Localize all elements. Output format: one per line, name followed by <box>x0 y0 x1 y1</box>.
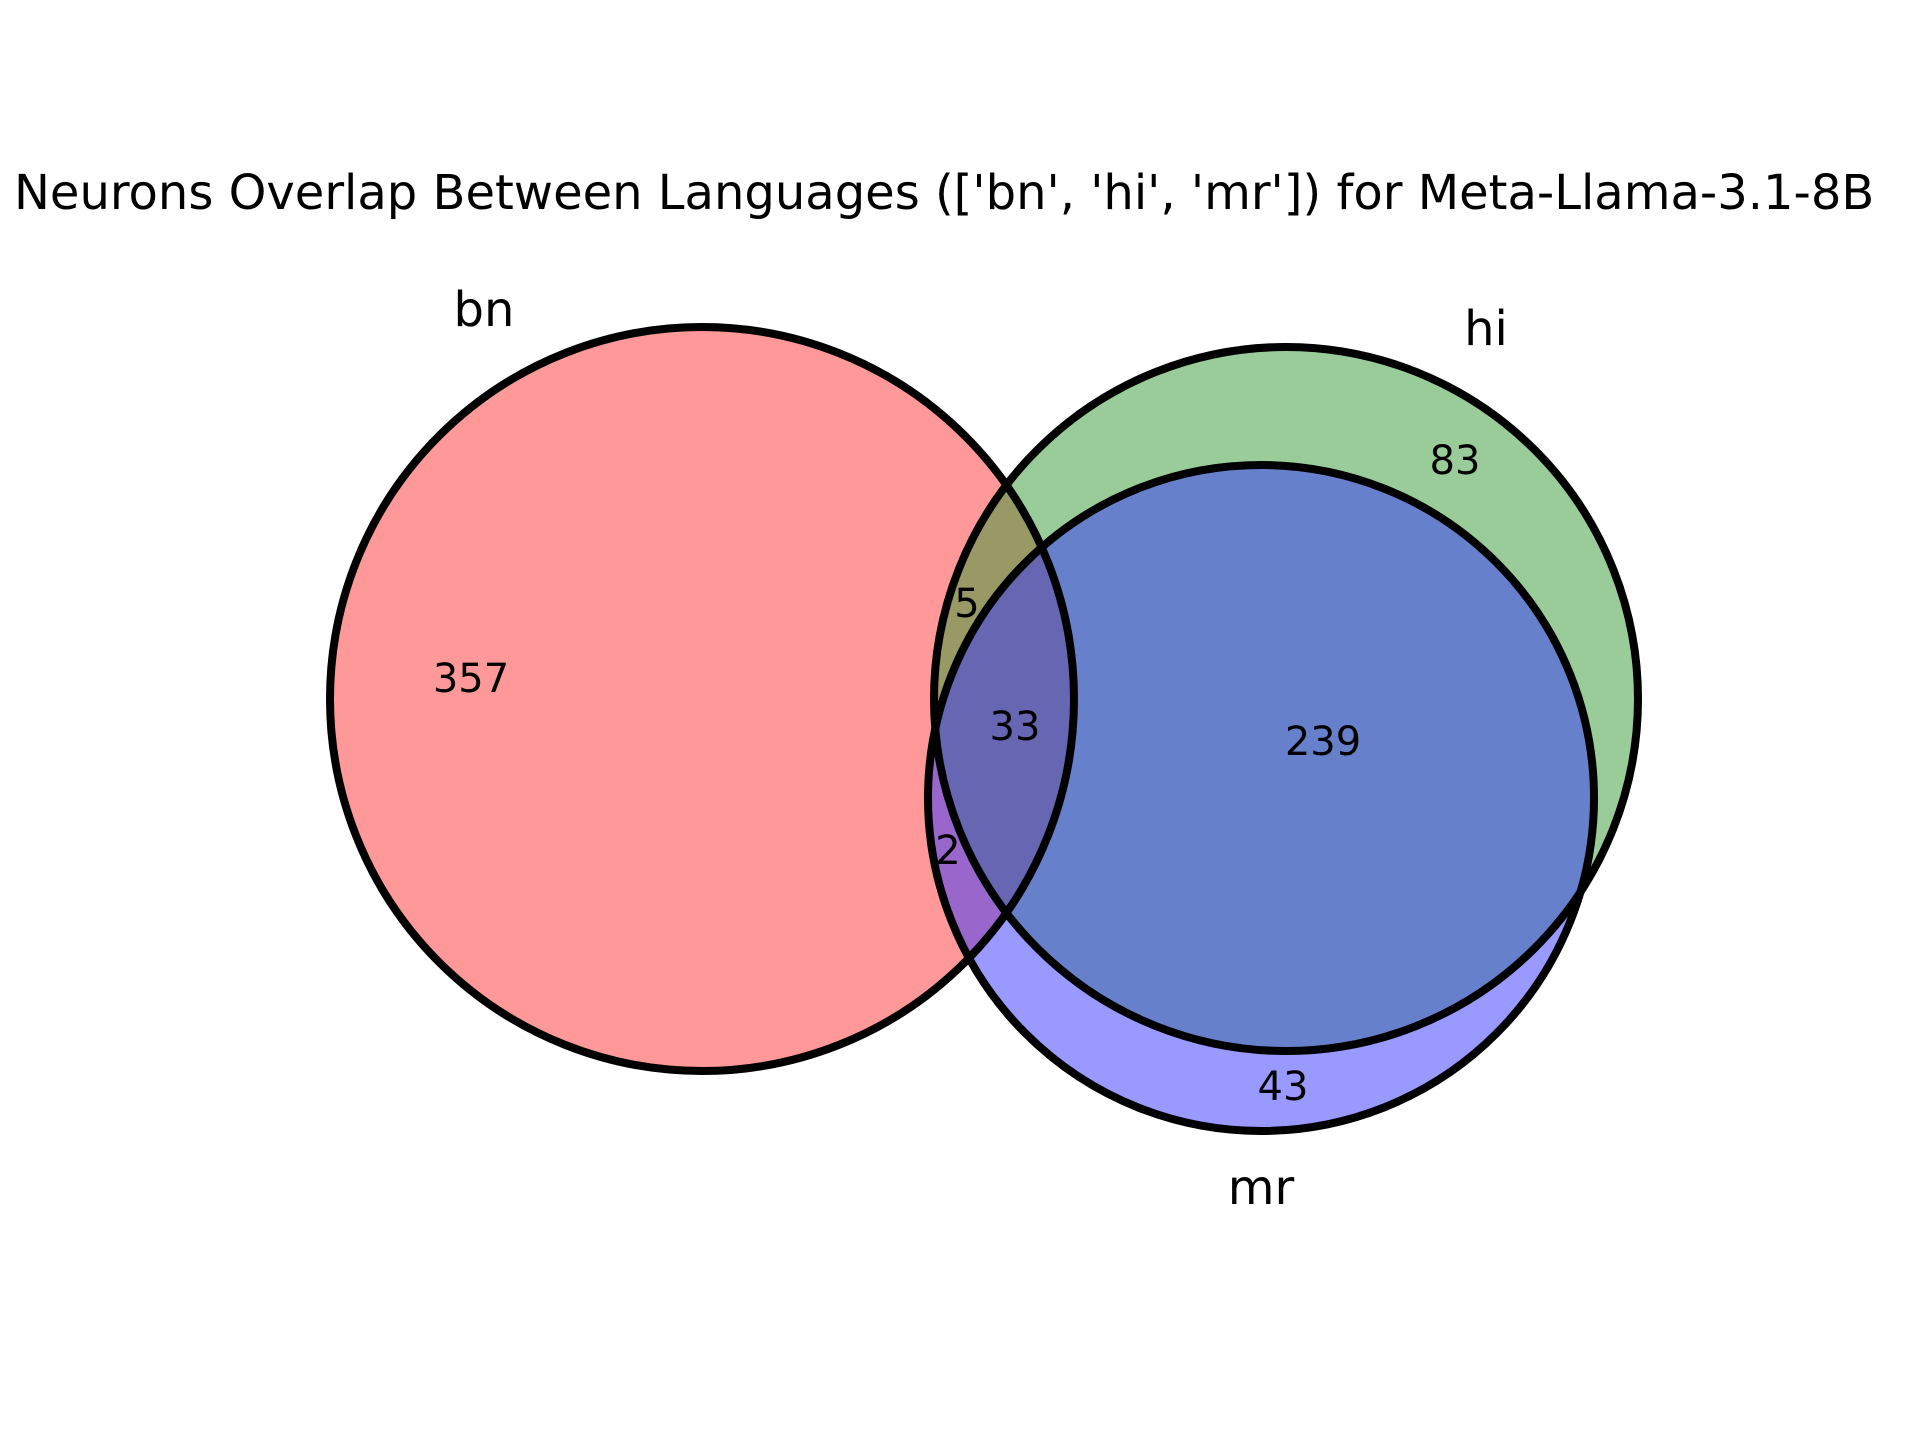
region-count-hi-mr: 239 <box>1285 719 1361 765</box>
region-count-bn-hi: 5 <box>954 581 979 627</box>
set-label-mr: mr <box>1228 1160 1295 1216</box>
circle-bn-outline <box>326 323 1078 1075</box>
set-label-hi: hi <box>1464 301 1508 357</box>
circle-bn-fill <box>330 327 1074 1071</box>
circle-hi-outline <box>930 343 1642 1055</box>
region-count-mr-only: 43 <box>1258 1064 1309 1110</box>
circle-outlines <box>326 323 1642 1135</box>
circle-fills <box>330 327 1638 1131</box>
set-label-bn: bn <box>454 282 515 338</box>
region-count-bn-mr: 2 <box>935 828 960 874</box>
circle-mr-outline <box>924 461 1598 1135</box>
circle-mr-fill <box>928 465 1594 1131</box>
region-count-bn-only: 357 <box>433 656 509 702</box>
region-count-hi-only: 83 <box>1430 438 1481 484</box>
chart-title: Neurons Overlap Between Languages (['bn'… <box>14 165 1874 221</box>
region-count-bn-hi-mr: 33 <box>990 704 1041 750</box>
